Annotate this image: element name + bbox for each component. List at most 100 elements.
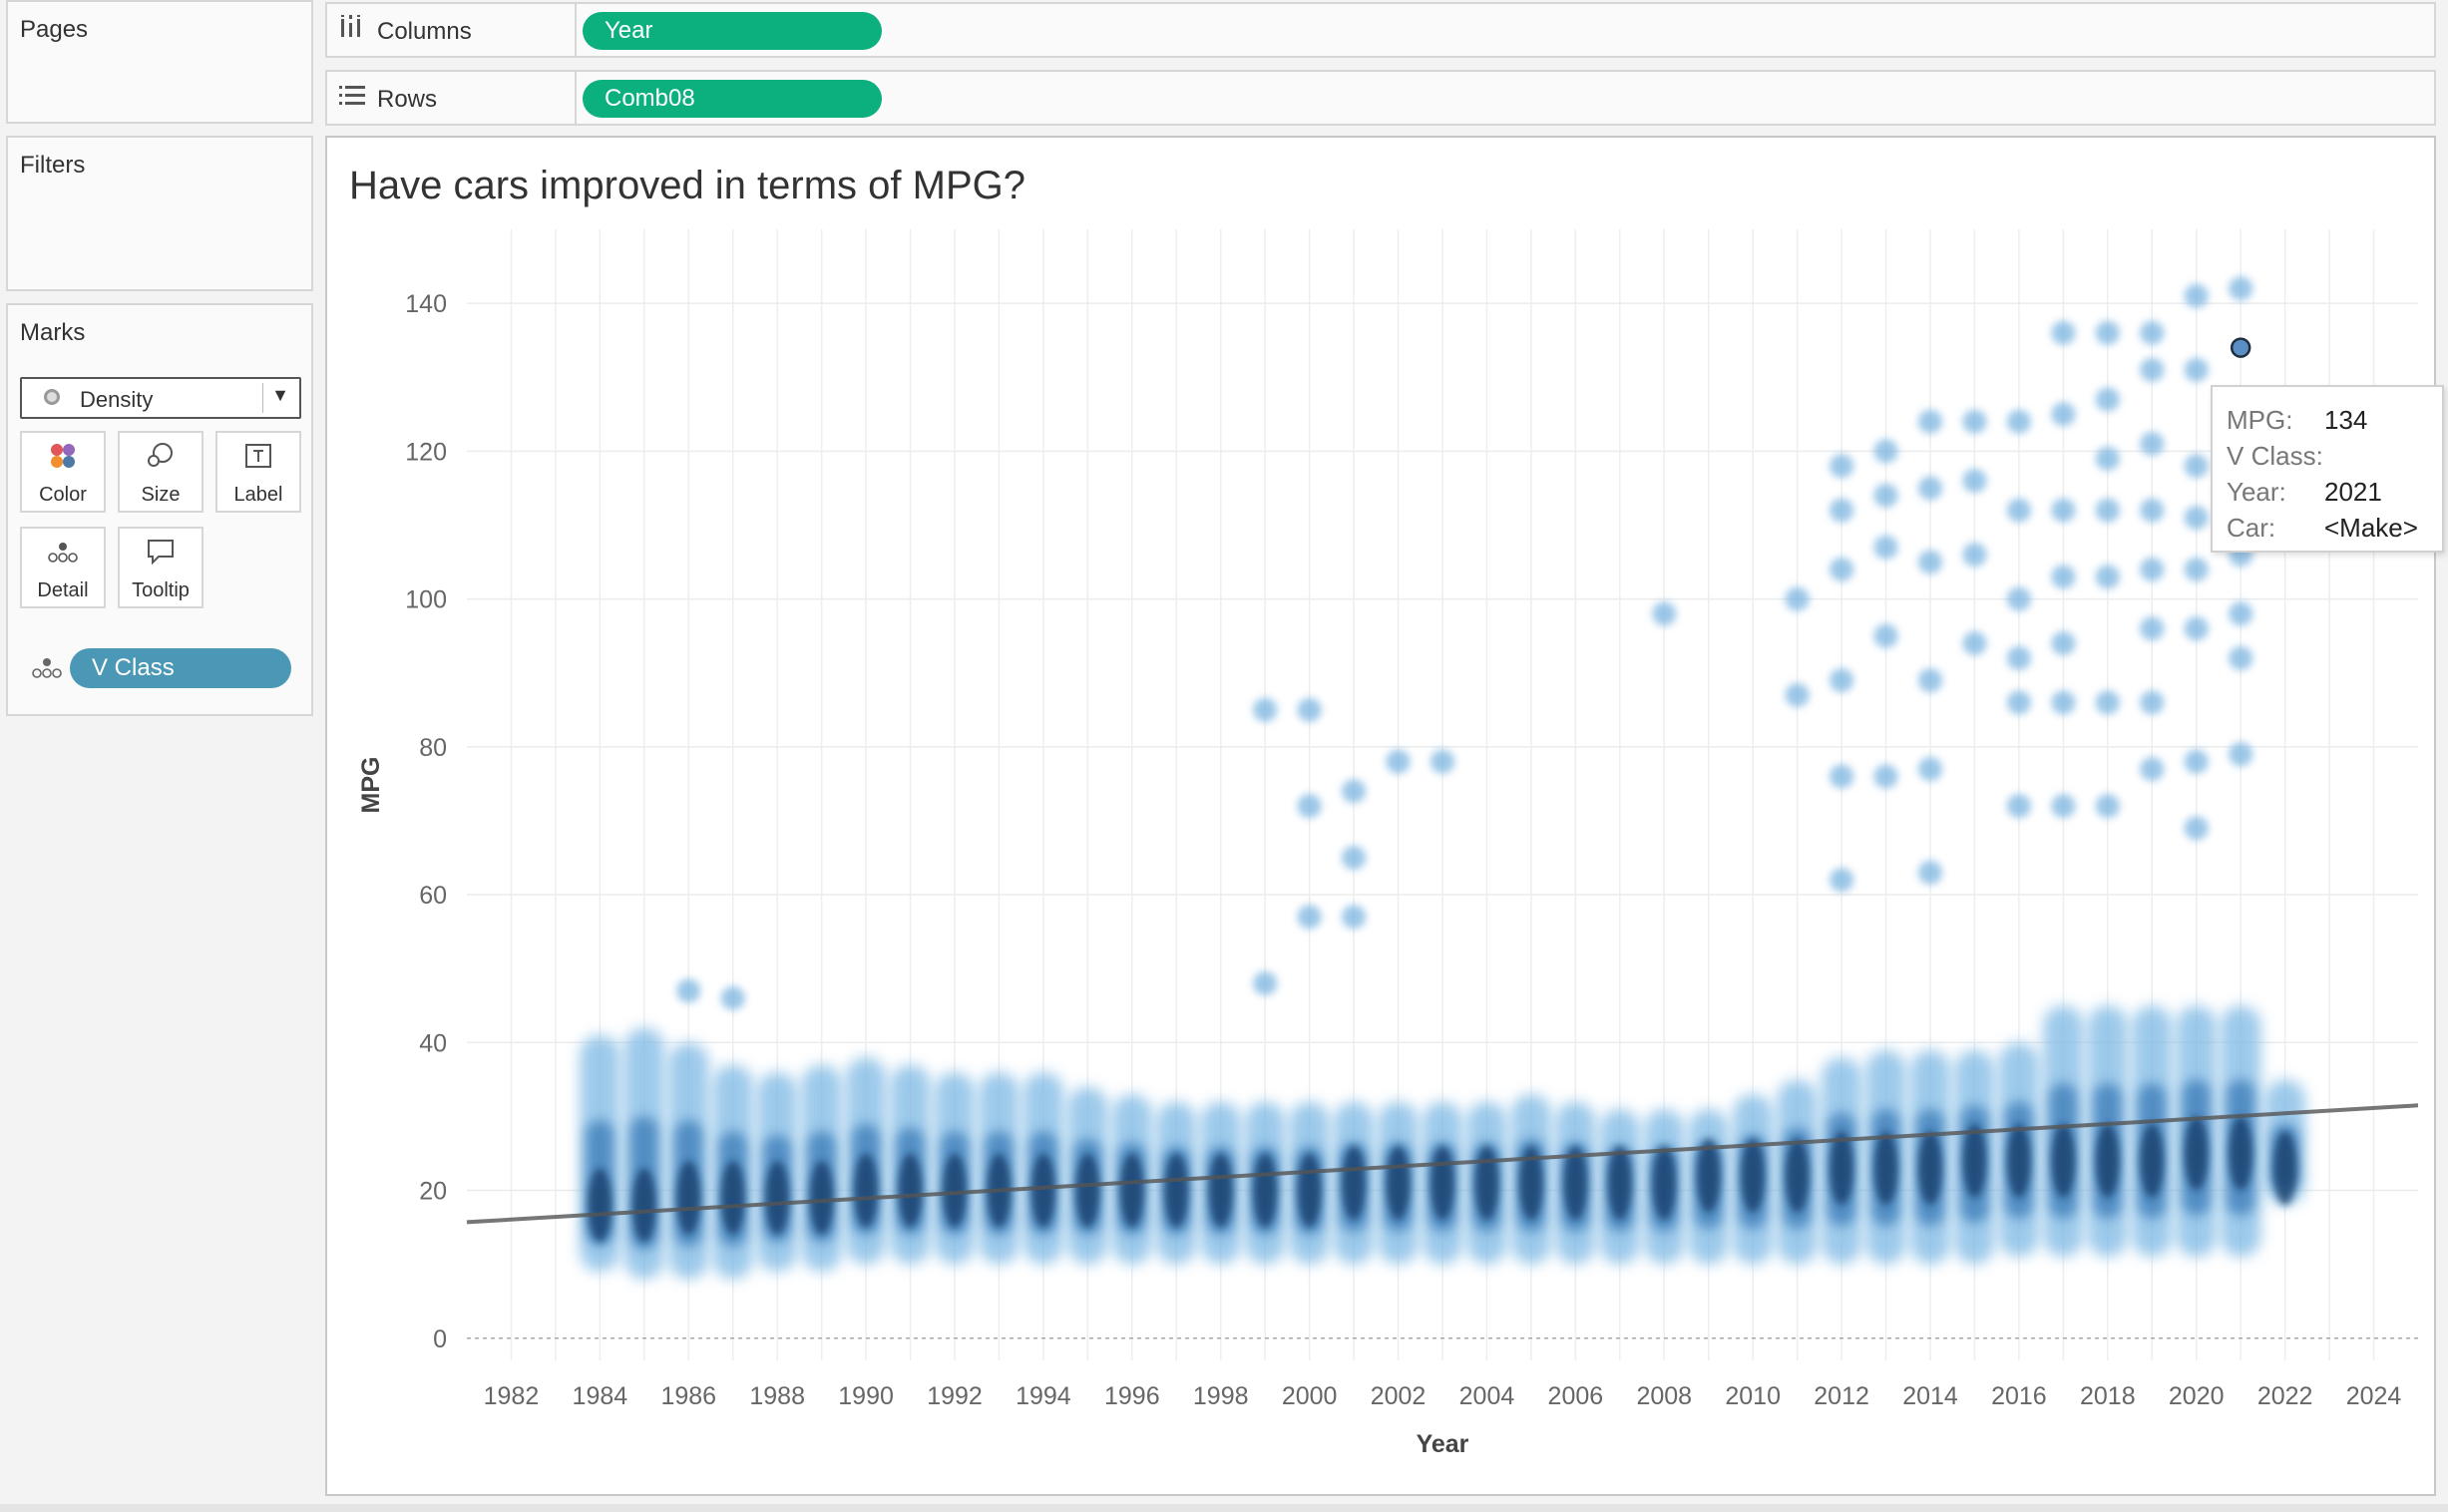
x-tick-label: 2022 — [2257, 1382, 2313, 1410]
outlier-mark — [1830, 868, 1854, 893]
density-peak — [1741, 1138, 1766, 1213]
detail-field-icon — [30, 654, 64, 687]
y-tick-label: 40 — [419, 1029, 447, 1057]
x-tick-label: 2002 — [1371, 1382, 1427, 1410]
density-peak — [1297, 1153, 1322, 1228]
outlier-mark — [1297, 697, 1322, 722]
outlier-mark — [1430, 749, 1454, 774]
tooltip-vclass-row: V Class: — [2227, 441, 2324, 472]
density-peak — [1830, 1131, 1854, 1206]
tooltip-card-label: Tooltip — [132, 579, 190, 601]
y-tick-label: 60 — [419, 882, 447, 910]
tooltip-mpg-row: MPG: 134 — [2227, 405, 2367, 436]
density-peak — [676, 1160, 701, 1235]
y-tick-label: 140 — [405, 290, 447, 318]
density-peak — [1607, 1146, 1632, 1221]
pages-card[interactable]: Pages — [6, 0, 313, 124]
label-card-label: Label — [233, 484, 283, 506]
color-icon — [22, 441, 104, 476]
x-tick-label: 2000 — [1282, 1382, 1338, 1410]
density-peak — [1873, 1131, 1898, 1206]
rows-icon — [339, 83, 365, 114]
rows-shelf[interactable]: Rows Comb08 — [325, 70, 2436, 126]
outlier-mark — [1830, 454, 1854, 479]
dropdown-divider — [262, 383, 263, 413]
density-peak — [1253, 1153, 1278, 1228]
outlier-mark — [1342, 905, 1367, 930]
density-peak — [1652, 1146, 1677, 1221]
density-peak — [720, 1160, 745, 1235]
x-tick-label: 1982 — [484, 1382, 540, 1410]
outlier-mark — [1918, 668, 1942, 693]
tooltip-car-value: <Make> — [2324, 513, 2418, 543]
text-label-icon — [217, 441, 299, 476]
density-peak — [631, 1168, 656, 1243]
density-peak — [1430, 1146, 1454, 1221]
density-peak — [1918, 1131, 1942, 1206]
mark-type-dropdown[interactable]: Density ▼ — [20, 377, 301, 419]
outlier-mark — [2051, 565, 2076, 589]
outlier-mark — [2051, 690, 2076, 715]
density-peak — [854, 1153, 879, 1228]
v-class-pill[interactable]: V Class — [70, 648, 291, 688]
x-tick-label: 1998 — [1193, 1382, 1249, 1410]
x-tick-label: 2008 — [1636, 1382, 1692, 1410]
x-tick-label: 2004 — [1459, 1382, 1515, 1410]
density-icon — [44, 389, 60, 405]
outlier-mark — [2229, 645, 2253, 670]
color-card[interactable]: Color — [20, 431, 106, 513]
outlier-mark — [2051, 498, 2076, 523]
outlier-mark — [1253, 697, 1278, 722]
outlier-mark — [2140, 431, 2165, 456]
outlier-mark — [2229, 601, 2253, 626]
tooltip-car-key: Car: — [2227, 513, 2276, 543]
tooltip-year-row: Year: 2021 — [2227, 477, 2382, 508]
viz-title: Have cars improved in terms of MPG? — [349, 164, 1025, 207]
filters-card[interactable]: Filters — [6, 136, 313, 291]
size-card[interactable]: Size — [118, 431, 204, 513]
outlier-mark — [2140, 320, 2165, 345]
comb08-pill[interactable]: Comb08 — [583, 80, 882, 118]
year-pill[interactable]: Year — [583, 12, 882, 50]
density-peak — [1075, 1153, 1100, 1228]
outlier-mark — [2095, 320, 2120, 345]
y-tick-label: 120 — [405, 438, 447, 466]
x-tick-label: 2018 — [2080, 1382, 2136, 1410]
density-peak — [2272, 1131, 2297, 1206]
columns-shelf[interactable]: Columns Year — [325, 2, 2436, 58]
columns-label-cell: Columns — [327, 4, 577, 56]
color-card-label: Color — [39, 484, 87, 506]
viz-panel[interactable]: Have cars improved in terms of MPG? 0 20 4… — [325, 136, 2436, 1496]
outlier-mark — [1785, 586, 1810, 611]
x-tick-label: 2012 — [1814, 1382, 1869, 1410]
density-peak — [1563, 1146, 1588, 1221]
x-tick-label: 1986 — [660, 1382, 716, 1410]
outlier-mark — [2140, 357, 2165, 382]
detail-card[interactable]: Detail — [20, 527, 106, 608]
columns-label: Columns — [377, 18, 472, 45]
density-peak — [1208, 1153, 1233, 1228]
dropdown-arrow-icon: ▼ — [271, 385, 289, 405]
density-peak — [765, 1160, 790, 1235]
outlier-mark — [1873, 535, 1898, 560]
marks-title: Marks — [20, 319, 86, 346]
density-peak — [2184, 1116, 2209, 1191]
outlier-mark — [720, 985, 745, 1010]
tooltip-year-value: 2021 — [2324, 477, 2382, 507]
density-peak — [1518, 1146, 1543, 1221]
outlier-mark — [676, 978, 701, 1003]
tooltip-card[interactable]: Tooltip — [118, 527, 204, 608]
density-chart[interactable]: 0 20 40 60 80 100 120 140 1982 1984 1986 1988 1990 19… — [327, 138, 2434, 1494]
outlier-mark — [2006, 498, 2031, 523]
detail-card-label: Detail — [37, 579, 89, 601]
label-card[interactable]: Label — [215, 431, 301, 513]
outlier-mark — [2229, 742, 2253, 767]
outlier-mark — [2006, 690, 2031, 715]
outlier-mark — [1918, 757, 1942, 782]
mark-tooltip: MPG: 134 V Class: Year: 2021 Car: <Make> — [2211, 385, 2444, 553]
outlier-mark — [1830, 668, 1854, 693]
highlighted-mark[interactable] — [2230, 337, 2251, 358]
outlier-mark — [2006, 645, 2031, 670]
outlier-mark — [1918, 550, 1942, 574]
x-tick-label: 2020 — [2169, 1382, 2225, 1410]
